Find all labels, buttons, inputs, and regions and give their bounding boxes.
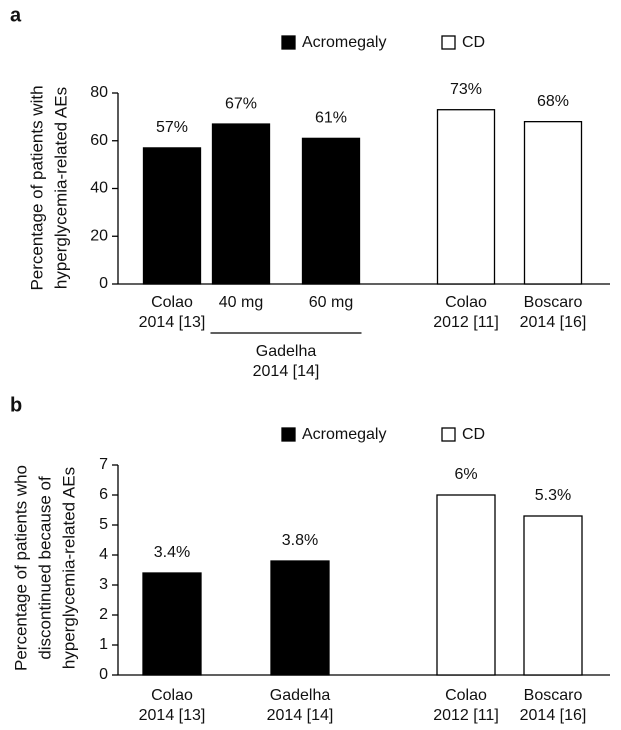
group-label: 2014 [14]	[253, 363, 320, 380]
bar	[523, 121, 583, 285]
bar	[142, 572, 202, 676]
bar	[211, 123, 271, 285]
value-label: 67%	[225, 95, 257, 112]
legend-swatch	[281, 427, 296, 442]
legend-swatch	[441, 35, 456, 50]
bar	[301, 137, 361, 285]
x-tick-label: Gadelha	[270, 687, 331, 704]
legend-label: CD	[462, 426, 485, 443]
x-tick-label: 2014 [16]	[520, 707, 587, 724]
y-tick-label: 6	[99, 486, 108, 503]
x-tick-label: 40 mg	[219, 294, 263, 311]
value-label: 3.8%	[282, 532, 318, 549]
y-tick-label: 0	[99, 275, 108, 292]
y-axis-label: hyperglycemia-related AEs	[59, 467, 78, 669]
x-tick-label: 2012 [11]	[433, 707, 499, 724]
y-tick-label: 4	[99, 546, 108, 563]
x-tick-label: 2012 [11]	[433, 314, 499, 331]
value-label: 57%	[156, 119, 188, 136]
legend-label: CD	[462, 34, 485, 51]
y-tick-label: 60	[90, 132, 108, 149]
x-tick-label: 2014 [13]	[139, 314, 206, 331]
y-tick-label: 0	[99, 666, 108, 683]
panel-label: b	[10, 394, 22, 416]
value-label: 5.3%	[535, 487, 571, 504]
y-tick-label: 3	[99, 576, 108, 593]
y-axis-label: Percentage of patients with	[27, 85, 46, 290]
y-axis-label: hyperglycemia-related AEs	[51, 87, 70, 289]
bar	[142, 147, 202, 285]
bar	[270, 560, 330, 676]
legend-swatch	[281, 35, 296, 50]
y-tick-label: 7	[99, 456, 108, 473]
value-label: 3.4%	[154, 544, 190, 561]
x-tick-label: 2014 [14]	[267, 707, 334, 724]
y-tick-label: 20	[90, 227, 108, 244]
bar	[523, 515, 583, 676]
x-tick-label: 2014 [16]	[520, 314, 587, 331]
legend-swatch	[441, 427, 456, 442]
x-tick-label: Boscaro	[524, 687, 583, 704]
bar	[436, 494, 496, 676]
y-tick-label: 2	[99, 606, 108, 623]
panel-label: a	[10, 4, 22, 26]
legend-label: Acromegaly	[302, 34, 386, 51]
group-label: Gadelha	[256, 343, 317, 360]
x-tick-label: Colao	[445, 687, 487, 704]
value-label: 6%	[454, 466, 477, 483]
x-tick-label: Colao	[151, 294, 193, 311]
x-tick-label: 60 mg	[309, 294, 353, 311]
y-axis-label: Percentage of patients who	[11, 465, 30, 671]
y-tick-label: 40	[90, 180, 108, 197]
x-tick-label: Boscaro	[524, 294, 583, 311]
x-tick-label: Colao	[151, 687, 193, 704]
value-label: 68%	[537, 93, 569, 110]
value-label: 73%	[450, 81, 482, 98]
y-tick-label: 80	[90, 84, 108, 101]
bar	[436, 109, 496, 285]
legend-label: Acromegaly	[302, 426, 386, 443]
x-tick-label: Colao	[445, 294, 487, 311]
y-axis-label: discontinued because of	[35, 476, 54, 660]
value-label: 61%	[315, 110, 347, 127]
x-tick-label: 2014 [13]	[139, 707, 206, 724]
y-tick-label: 5	[99, 516, 108, 533]
y-tick-label: 1	[99, 636, 108, 653]
